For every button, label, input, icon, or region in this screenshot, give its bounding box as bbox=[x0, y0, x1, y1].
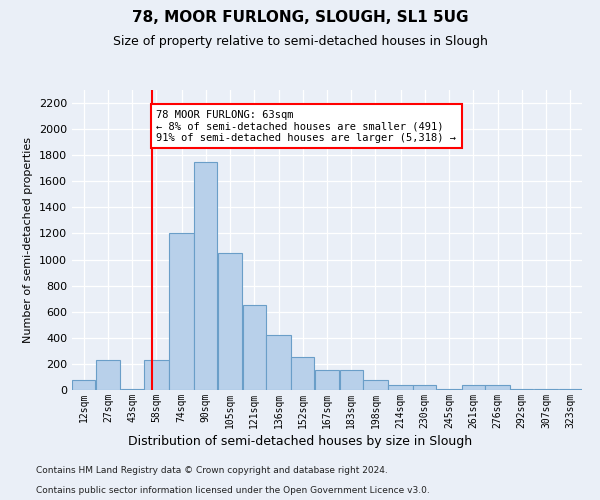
Text: Contains HM Land Registry data © Crown copyright and database right 2024.: Contains HM Land Registry data © Crown c… bbox=[36, 466, 388, 475]
Bar bbox=[194, 162, 217, 390]
Bar bbox=[340, 370, 363, 390]
Bar bbox=[462, 385, 485, 390]
Bar bbox=[534, 388, 558, 390]
Bar bbox=[72, 380, 95, 390]
Bar bbox=[144, 360, 169, 390]
Text: Size of property relative to semi-detached houses in Slough: Size of property relative to semi-detach… bbox=[113, 35, 487, 48]
Text: 78 MOOR FURLONG: 63sqm
← 8% of semi-detached houses are smaller (491)
91% of sem: 78 MOOR FURLONG: 63sqm ← 8% of semi-deta… bbox=[157, 110, 457, 143]
Bar bbox=[485, 385, 510, 390]
Bar bbox=[96, 360, 120, 390]
Bar bbox=[437, 388, 461, 390]
Bar bbox=[363, 380, 388, 390]
Y-axis label: Number of semi-detached properties: Number of semi-detached properties bbox=[23, 137, 34, 343]
Text: Distribution of semi-detached houses by size in Slough: Distribution of semi-detached houses by … bbox=[128, 435, 472, 448]
Bar bbox=[388, 385, 413, 390]
Bar bbox=[510, 388, 533, 390]
Bar bbox=[413, 385, 436, 390]
Text: 78, MOOR FURLONG, SLOUGH, SL1 5UG: 78, MOOR FURLONG, SLOUGH, SL1 5UG bbox=[132, 10, 468, 25]
Bar bbox=[243, 305, 266, 390]
Bar bbox=[559, 388, 582, 390]
Bar bbox=[121, 388, 144, 390]
Bar bbox=[218, 253, 242, 390]
Bar bbox=[169, 234, 194, 390]
Text: Contains public sector information licensed under the Open Government Licence v3: Contains public sector information licen… bbox=[36, 486, 430, 495]
Bar bbox=[291, 358, 314, 390]
Bar bbox=[315, 370, 339, 390]
Bar bbox=[266, 335, 291, 390]
